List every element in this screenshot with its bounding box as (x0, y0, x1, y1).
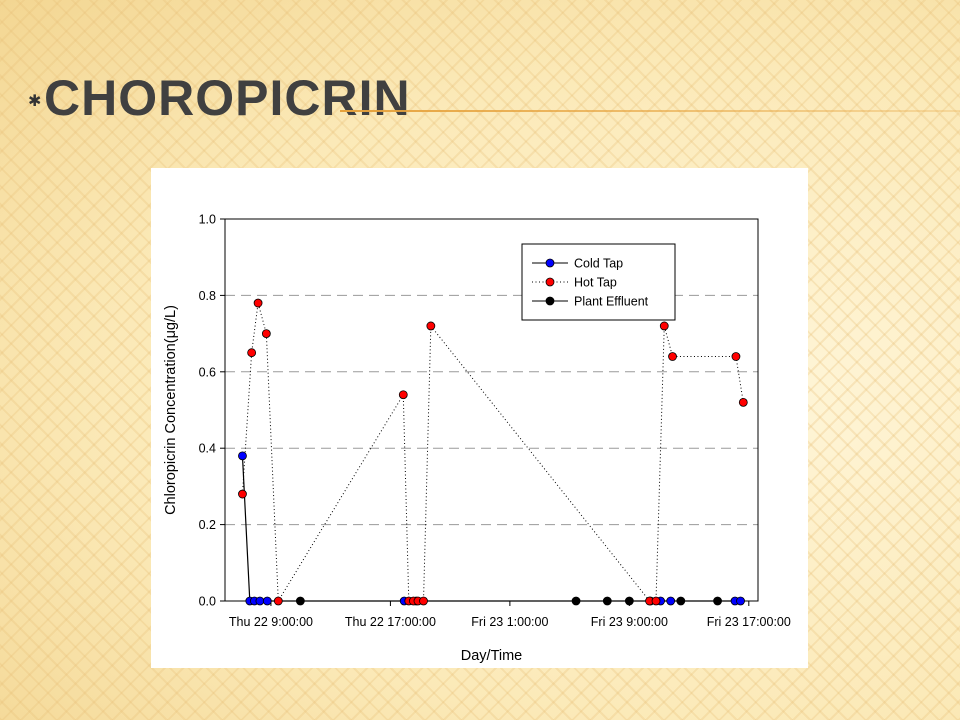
hot-tap-point (426, 321, 436, 331)
hot-tap-point (253, 298, 263, 308)
x-tick-label: Fri 23 9:00:00 (591, 615, 668, 629)
x-axis-title: Day/Time (461, 648, 523, 664)
hot-tap-point (398, 390, 408, 400)
hot-tap-point (651, 596, 661, 606)
hot-tap-series-line (241, 302, 744, 603)
chloropicrin-line-chart: 0.0 0.2 0.4 0.6 0.8 1.0 Thu 22 9:00:00 Thu 22 1… (163, 213, 791, 665)
hot-tap-point (731, 352, 741, 361)
legend-label-hot-tap: Hot Tap (574, 276, 617, 290)
cold-tap-point (238, 451, 247, 461)
hot-tap-point (668, 352, 677, 361)
x-tick-label: Thu 22 9:00:00 (229, 615, 313, 629)
hot-tap-point (273, 596, 283, 606)
cold-tap-series-line (241, 455, 741, 602)
legend-marker-cold-tap (545, 258, 555, 268)
legend-marker-plant-effluent (545, 296, 555, 306)
plant-effluent-point (295, 596, 305, 606)
axes: 0.0 0.2 0.4 0.6 0.8 1.0 Thu 22 9:00:00 Thu 22 1… (199, 213, 791, 630)
hot-tap-point (659, 321, 669, 331)
legend-label-plant-effluent: Plant Effluent (574, 295, 649, 309)
legend-label-cold-tap: Cold Tap (574, 257, 623, 271)
chart-panel: 0.0 0.2 0.4 0.6 0.8 1.0 Thu 22 9:00:00 Thu 22 1… (151, 168, 808, 668)
cold-tap-point (262, 596, 272, 606)
hot-tap-point (738, 397, 748, 407)
plant-effluent-point (571, 596, 581, 606)
cold-tap-point (736, 596, 745, 606)
x-tick-label: Thu 22 17:00:00 (345, 615, 436, 629)
legend: Cold Tap Hot Tap Plant Effluent (521, 243, 676, 321)
y-tick-label: 0.6 (199, 365, 216, 379)
hot-tap-point (261, 329, 271, 339)
y-tick-label: 1.0 (199, 213, 216, 227)
x-tick-label: Fri 23 17:00:00 (707, 615, 791, 629)
y-tick-label: 0.0 (199, 595, 216, 609)
series-lines (241, 302, 744, 603)
x-tick-label: Fri 23 1:00:00 (471, 615, 548, 629)
plot-frame (224, 218, 759, 602)
hot-tap-point (247, 348, 257, 358)
y-axis-title: Chloropicrin Concentration(μg/L) (163, 305, 179, 515)
hot-tap-point (238, 489, 247, 499)
title-underline-rule (340, 110, 960, 112)
gridlines (225, 294, 758, 526)
y-tick-label: 0.2 (199, 518, 216, 532)
plant-effluent-point (713, 596, 722, 606)
plant-effluent-point (602, 596, 612, 606)
hot-tap-point (419, 596, 428, 606)
y-tick-label: 0.4 (199, 442, 216, 456)
title-bullet-mark: ✱ (28, 93, 42, 110)
y-tick-label: 0.8 (199, 289, 216, 303)
cold-tap-point (255, 596, 265, 606)
series-points (238, 298, 748, 606)
plant-effluent-point (676, 596, 686, 606)
cold-tap-point (666, 596, 676, 606)
legend-marker-hot-tap (545, 277, 555, 287)
plant-effluent-point (624, 596, 634, 606)
slide-title: Choropicrin (44, 70, 411, 126)
